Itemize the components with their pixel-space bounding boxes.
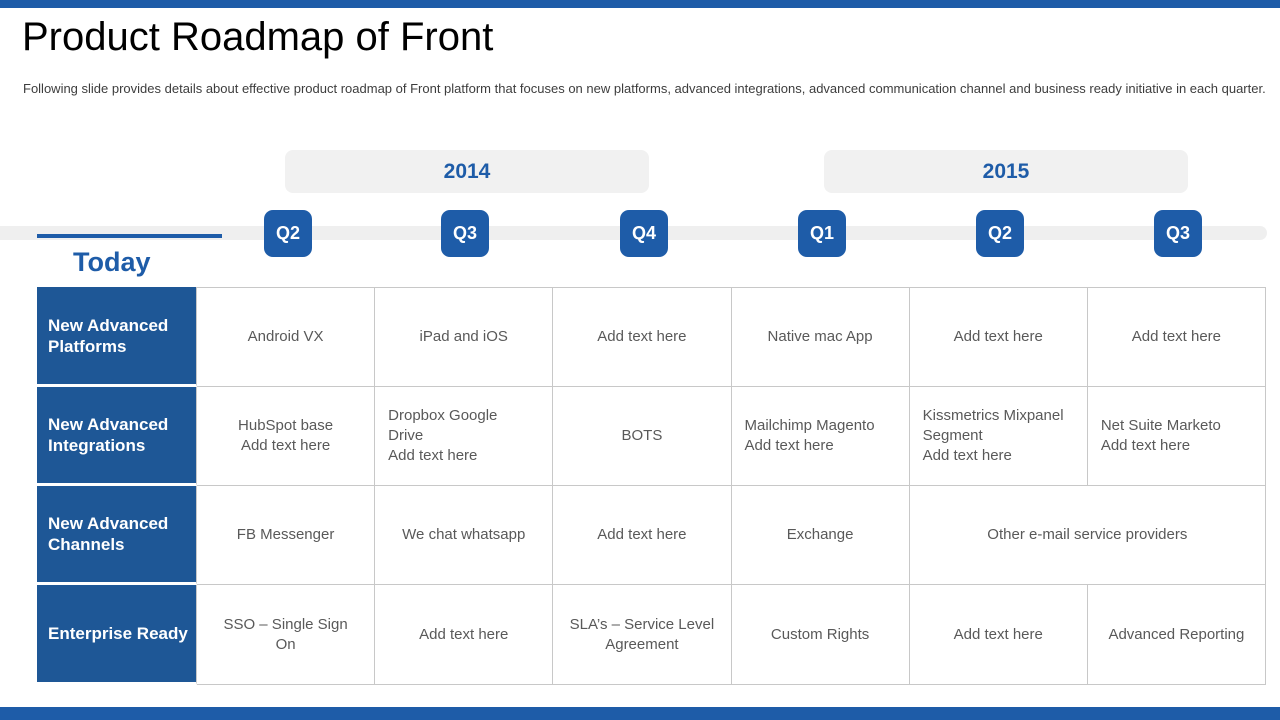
- table-cell: Exchange: [731, 486, 910, 585]
- page-title: Product Roadmap of Front: [22, 15, 494, 59]
- table-cell: BOTS: [553, 387, 732, 486]
- today-marker-line: [37, 234, 222, 238]
- quarter-badge-2014-q3: Q3: [441, 210, 489, 257]
- table-cell: Native mac App: [731, 287, 910, 387]
- table-cell: Add text here: [553, 287, 732, 387]
- today-label: Today: [73, 247, 151, 277]
- table-cell: SLA’s – Service Level Agreement: [553, 585, 732, 685]
- row-header-platforms: New Advanced Platforms: [37, 287, 197, 387]
- quarter-badge-2015-q1: Q1: [798, 210, 846, 257]
- table-cell: Android VX: [197, 287, 376, 387]
- top-accent-bar: [0, 0, 1280, 8]
- year-header-2014: 2014: [285, 150, 649, 193]
- table-cell: Add text here: [1087, 287, 1266, 387]
- row-header-enterprise: Enterprise Ready: [37, 585, 197, 685]
- table-cell: FB Messenger: [197, 486, 376, 585]
- quarter-badge-2014-q4: Q4: [620, 210, 668, 257]
- table-cell: We chat whatsapp: [375, 486, 554, 585]
- table-cell: Advanced Reporting: [1087, 585, 1266, 685]
- table-cell: Kissmetrics Mixpanel Segment Add text he…: [909, 387, 1088, 486]
- table-cell-merged: Other e-mail service providers: [909, 486, 1266, 585]
- table-cell: Net Suite Marketo Add text here: [1087, 387, 1266, 486]
- row-header-integrations: New Advanced Integrations: [37, 387, 197, 486]
- table-cell: Add text here: [553, 486, 732, 585]
- table-cell: iPad and iOS: [375, 287, 554, 387]
- table-cell: Custom Rights: [731, 585, 910, 685]
- bottom-accent-bar: [0, 707, 1280, 720]
- table-cell: Dropbox Google Drive Add text here: [375, 387, 554, 486]
- quarter-badge-2014-q2: Q2: [264, 210, 312, 257]
- roadmap-table: New Advanced Platforms Android VX iPad a…: [37, 287, 1266, 685]
- quarter-badge-2015-q2: Q2: [976, 210, 1024, 257]
- table-cell: SSO – Single Sign On: [197, 585, 376, 685]
- page-subtitle: Following slide provides details about e…: [23, 81, 1266, 96]
- row-header-channels: New Advanced Channels: [37, 486, 197, 585]
- table-cell: Add text here: [909, 287, 1088, 387]
- table-cell: Mailchimp Magento Add text here: [731, 387, 910, 486]
- quarter-badge-2015-q3: Q3: [1154, 210, 1202, 257]
- table-cell: HubSpot base Add text here: [197, 387, 376, 486]
- table-cell: Add text here: [375, 585, 554, 685]
- year-header-2015: 2015: [824, 150, 1188, 193]
- table-cell: Add text here: [909, 585, 1088, 685]
